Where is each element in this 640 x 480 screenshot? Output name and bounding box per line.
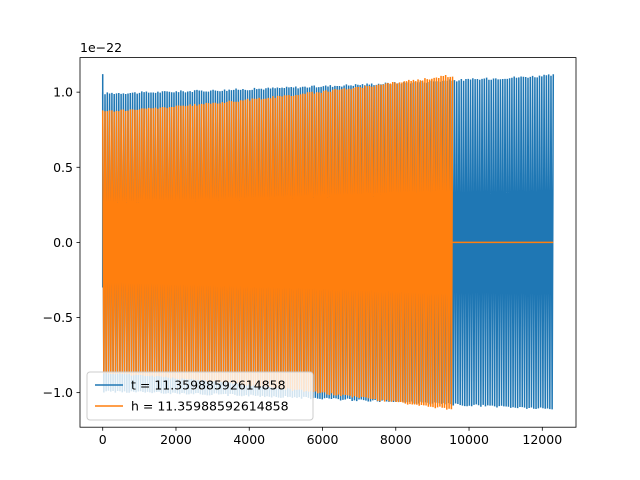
y-scale-label: 1e−22 (80, 40, 122, 55)
legend-entry: h = 11.35988592614858 (131, 399, 289, 414)
x-tick-label: 8000 (380, 432, 412, 447)
series-h (101, 75, 554, 410)
legend: t = 11.35988592614858 h = 11.359885926148… (86, 371, 314, 421)
x-tick-label: 10000 (449, 432, 489, 447)
x-tick-label: 2000 (160, 432, 192, 447)
legend-box (86, 371, 314, 421)
y-tick-label: −1.0 (43, 385, 73, 400)
x-tick-label: 12000 (522, 432, 562, 447)
series-layer (101, 74, 555, 410)
y-tick-label: −0.5 (43, 310, 73, 325)
x-tick-label: 6000 (307, 432, 339, 447)
legend-entry: t = 11.35988592614858 (131, 378, 286, 393)
x-axis: 0 2000 4000 6000 8000 10000 12000 (99, 427, 562, 447)
y-tick-label: 1.0 (53, 85, 73, 100)
y-axis: −1.0 −0.5 0.0 0.5 1.0 (43, 85, 80, 400)
y-tick-label: 0.0 (53, 235, 73, 250)
x-tick-label: 0 (99, 432, 107, 447)
y-tick-label: 0.5 (53, 160, 73, 175)
x-tick-label: 4000 (233, 432, 265, 447)
series-line (101, 75, 454, 410)
